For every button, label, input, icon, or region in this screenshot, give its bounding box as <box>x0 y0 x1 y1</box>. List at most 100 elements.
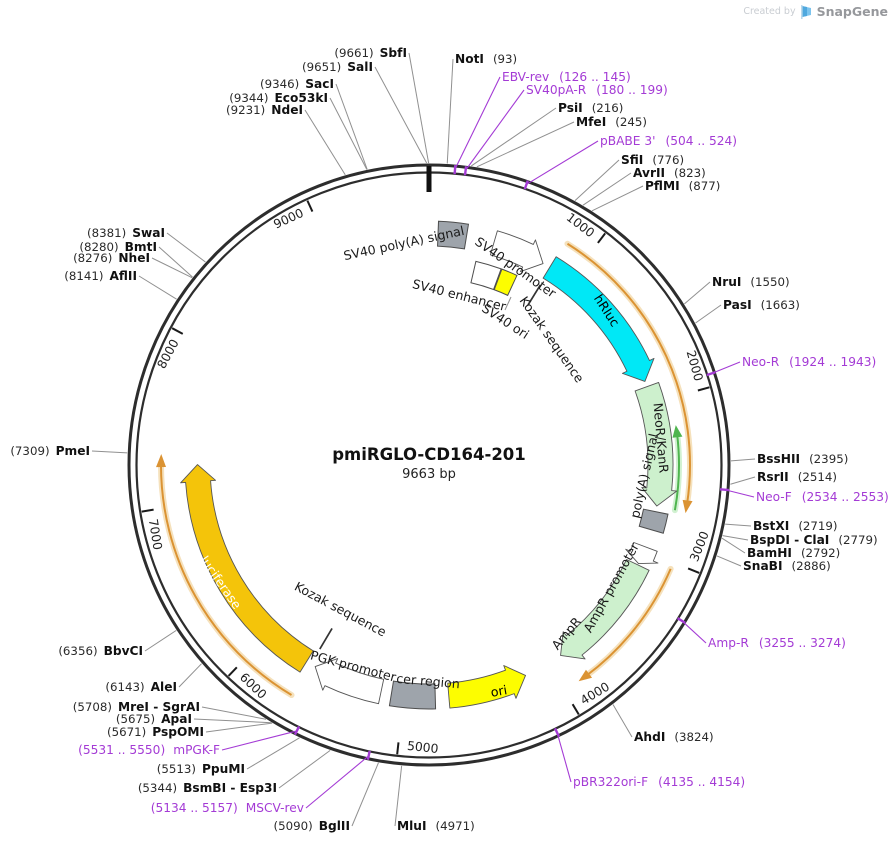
enzyme-label-PspOMI: (5671) PspOMI <box>107 725 204 739</box>
enzyme-label-MfeI: MfeI (245) <box>576 115 647 129</box>
primer-leader-Amp-R <box>681 620 707 644</box>
leader-PspOMI <box>205 722 273 733</box>
primer-label-Neo-F: Neo-F (2534 .. 2553) <box>756 490 889 504</box>
enzyme-label-SbfI: (9661) SbfI <box>334 46 407 60</box>
leader-BbvCI <box>144 629 177 652</box>
ring-tick-label-2000: 2000 <box>684 349 706 383</box>
enzyme-label-PmeI: (7309) PmeI <box>10 444 90 458</box>
enzyme-label-ApaI: (5675) ApaI <box>116 712 192 726</box>
leader-MreI - SgrAI <box>201 706 267 720</box>
kozak-tick-1 <box>527 284 542 306</box>
primer-leader-pBABE 3' <box>526 140 599 185</box>
leader-BglII <box>351 762 379 827</box>
primer-label-Neo-R: Neo-R (1924 .. 1943) <box>742 355 876 369</box>
pgk-promoter-arrow <box>314 658 385 705</box>
enzyme-label-MluI: MluI (4971) <box>397 819 475 833</box>
enzyme-label-BstXI: BstXI (2719) <box>753 519 838 533</box>
enzyme-label-AvrII: AvrII (823) <box>633 166 706 180</box>
enzyme-label-BamHI: BamHI (2792) <box>747 546 840 560</box>
enzyme-label-AhdI: AhdI (3824) <box>634 730 714 744</box>
enzyme-label-SwaI: (8381) SwaI <box>87 226 165 240</box>
ring-tick-label-3000: 3000 <box>687 529 712 563</box>
enzyme-label-BssHII: BssHII (2395) <box>757 452 848 466</box>
primer-tick-EBV-rev <box>453 165 457 175</box>
ring-tick-label-9000: 9000 <box>271 206 305 232</box>
enzyme-label-PsiI: PsiI (216) <box>558 101 623 115</box>
orf-arc-hrluc-neo-head <box>682 499 693 514</box>
watermark: Created by SnapGene <box>743 4 888 19</box>
enzyme-label-BmtI: (8280) BmtI <box>79 240 157 254</box>
leader-PflMI <box>591 185 644 212</box>
sv40-polya-signal-box <box>437 220 470 250</box>
enzyme-label-BglII: (5090) BglII <box>274 819 351 833</box>
enzyme-label-BspDI - ClaI: BspDI - ClaI (2779) <box>750 533 878 547</box>
orf-arc-luciferase <box>160 462 293 696</box>
leader-AleI <box>178 663 202 688</box>
leader-PsiI <box>470 107 557 167</box>
orf-arc-luciferase-head <box>156 453 167 468</box>
primer-label-Amp-R: Amp-R (3255 .. 3274) <box>708 636 846 650</box>
ring-tick-1000 <box>597 232 606 244</box>
primer-label-mPGK-F: (5531 .. 5550) mPGK-F <box>78 743 220 757</box>
enzyme-label-SnaBI: SnaBI (2886) <box>743 559 831 573</box>
snapgene-brand-label: SnapGene <box>816 4 888 19</box>
primer-tick-pBABE 3' <box>523 180 529 190</box>
leader-SalI <box>374 66 428 164</box>
leader-BamHI <box>721 537 746 554</box>
leader-MfeI <box>476 121 575 168</box>
primer-leader-Neo-R <box>711 361 741 374</box>
plasmid-name: pmiRGLO-CD164-201 <box>332 445 526 464</box>
leader-BssHII <box>730 458 756 462</box>
created-by-label: Created by <box>743 6 796 17</box>
ampr-promoter-arrow <box>625 542 659 564</box>
enzyme-label-SfiI: SfiI (776) <box>621 153 684 167</box>
enzyme-label-Eco53kI: (9344) Eco53kI <box>229 91 328 105</box>
enzyme-label-SalI: (9651) SalI <box>302 60 373 74</box>
sv40-ori-leader <box>504 296 512 311</box>
leader-AhdI <box>612 704 633 738</box>
enzyme-label-SacI: (9346) SacI <box>260 77 334 91</box>
leader-PasI <box>695 304 722 324</box>
leader-MluI <box>394 765 403 827</box>
ring-tick-3000 <box>687 567 700 574</box>
leader-AvrII <box>582 172 632 206</box>
kozak-label-2: Kozak sequence <box>292 579 389 640</box>
sv40-ori-box <box>493 268 518 297</box>
kozak-label-1: Kozak sequence <box>517 293 588 385</box>
ring-tick-2000 <box>697 386 710 392</box>
leader-NruI <box>684 281 711 305</box>
leader-BmtI <box>158 246 193 278</box>
ori-arrow <box>447 665 526 709</box>
ring-tick-8000 <box>171 327 184 335</box>
primer-leader-Neo-F <box>724 489 755 498</box>
leader-NdeI <box>304 109 346 176</box>
sv40-promoter-arrow <box>489 230 544 272</box>
enzyme-label-PpuMI: (5513) PpuMI <box>157 762 245 776</box>
hrluc-arrow <box>542 256 655 382</box>
orf-arc-ampr-head <box>578 669 593 682</box>
leader-BspDI - ClaI <box>722 535 749 541</box>
snapgene-logo-icon <box>800 4 811 19</box>
luciferase-arrow <box>180 464 314 673</box>
enzyme-label-PasI: PasI (1663) <box>723 298 800 312</box>
ring-tick-label-5000: 5000 <box>406 739 439 756</box>
plasmid-title-block: pmiRGLO-CD164-201 9663 bp <box>332 445 526 482</box>
plasmid-size: 9663 bp <box>402 467 456 482</box>
primer-leader-MSCV-rev <box>305 755 370 809</box>
leader-BsmBI - Esp3I <box>278 749 331 789</box>
enzyme-label-NotI: NotI (93) <box>455 52 517 66</box>
ring-tick-7000 <box>141 508 154 513</box>
leader-SnaBI <box>716 555 742 567</box>
primer-label-pBR322ori-F: pBR322ori-F (4135 .. 4154) <box>573 775 745 789</box>
enzyme-label-MreI - SgrAI: (5708) MreI - SgrAI <box>73 700 200 714</box>
primer-label-MSCV-rev: (5134 .. 5157) MSCV-rev <box>151 801 304 815</box>
orf-arc-neo-rev <box>673 433 680 511</box>
enzyme-label-BsmBI - Esp3I: (5344) BsmBI - Esp3I <box>138 781 277 795</box>
primer-tick-mPGK-F <box>293 725 301 736</box>
plasmid-ring-outer <box>127 163 731 767</box>
ring-tick-label-7000: 7000 <box>146 518 165 551</box>
leader-RsrII <box>730 476 756 485</box>
ring-tick-6000 <box>227 666 238 677</box>
